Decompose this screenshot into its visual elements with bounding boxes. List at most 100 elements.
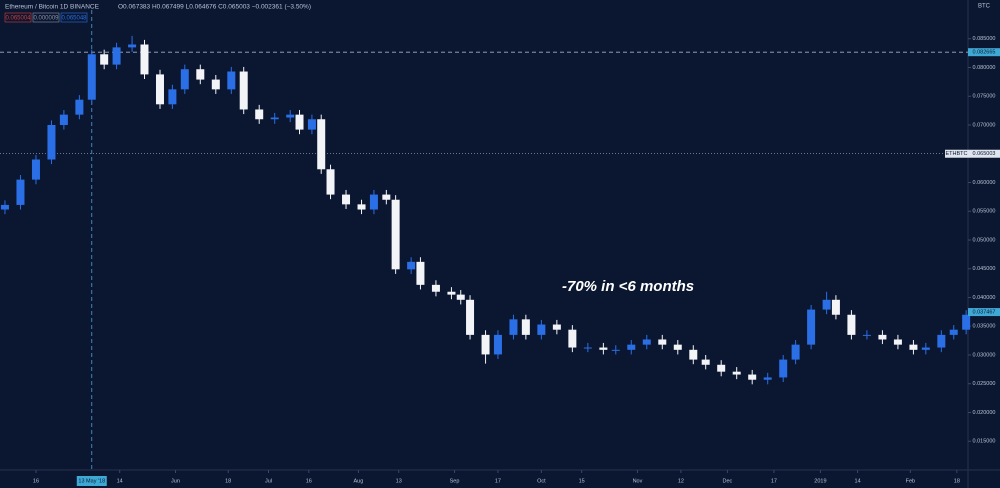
annotation: -70% in <6 months (562, 278, 694, 295)
chart-title: Ethereum / Bitcoin 1D BINANCE (5, 4, 100, 11)
x-tick-label: Dec (723, 478, 733, 484)
order-box-label: 0.000009 (33, 15, 59, 21)
candle-body (369, 194, 378, 210)
candle-body (807, 309, 816, 345)
candle-body (326, 169, 335, 195)
last-label: 0.037467 (973, 310, 996, 316)
crosshair-y-box (968, 48, 1000, 57)
y-tick-label: 0.030000 (973, 352, 996, 358)
x-tick-label: 18 (225, 478, 231, 484)
candle-body (317, 119, 326, 170)
candle-body (599, 347, 608, 350)
candle-body (295, 114, 304, 130)
candle-body (168, 89, 177, 105)
x-tick-label: 12 (678, 478, 684, 484)
candle-body (342, 194, 351, 205)
candle-body (100, 54, 109, 65)
y-tick-label: 0.080000 (973, 65, 996, 71)
x-tick-label: Sep (450, 478, 460, 484)
candle-body (155, 74, 164, 105)
order-box (60, 12, 88, 23)
y-tick-label: 0.050000 (973, 237, 996, 243)
candle-body (962, 314, 971, 330)
y-tick-label: 0.060000 (973, 180, 996, 186)
candle-body (286, 114, 295, 118)
candle-body (658, 339, 667, 345)
candle-body (239, 71, 248, 110)
candle-body (466, 299, 475, 335)
y-tick-label: 0.045000 (973, 266, 996, 272)
y-tick-label: 0.040000 (973, 295, 996, 301)
candle-body (128, 44, 137, 48)
candle-body (31, 159, 40, 180)
candle-body (521, 319, 530, 335)
candle-body (180, 69, 189, 90)
candle-body (391, 199, 400, 270)
candle-body (583, 347, 592, 349)
candle-body (211, 79, 220, 90)
candle-body (717, 364, 726, 372)
candle-body (701, 359, 710, 365)
candle-body (822, 299, 831, 310)
order-box (4, 12, 32, 23)
price-box (968, 149, 1000, 158)
x-tick-label: 18 (954, 478, 960, 484)
x-tick-label: 14 (117, 478, 123, 484)
x-tick-label: 17 (495, 478, 501, 484)
x-tick-label: 14 (855, 478, 861, 484)
candle-body (537, 324, 546, 335)
crosshair-y-label: 0.082665 (973, 50, 996, 56)
candle-body (689, 349, 698, 360)
candle-body (568, 329, 577, 348)
candle-body (791, 344, 800, 360)
candle-body (382, 194, 391, 200)
candle-body (779, 359, 788, 378)
candle-body (270, 117, 279, 120)
candle-body (493, 334, 502, 355)
crosshair-x-box (76, 476, 107, 486)
candle-body (407, 261, 416, 270)
candle-body (140, 44, 149, 75)
candle-body (611, 349, 620, 351)
x-tick-label: Jul (265, 478, 272, 484)
candle-body (431, 284, 440, 292)
order-box-label: 0.065048 (61, 15, 87, 21)
x-tick-label: 16 (306, 478, 312, 484)
candle-body (196, 69, 205, 80)
candle-body (227, 71, 236, 90)
ohlc-text: O0.067383 H0.067499 L0.064676 C0.065003 … (118, 4, 311, 11)
y-tick-label: 0.070000 (973, 122, 996, 128)
x-tick-label: Feb (906, 478, 915, 484)
candle-body (831, 299, 840, 315)
candle-body (642, 339, 651, 345)
x-tick-label: Nov (633, 478, 643, 484)
candle-body (0, 204, 9, 210)
x-tick-label: Jun (171, 478, 180, 484)
candle-body (673, 344, 682, 350)
candle-body (878, 334, 887, 340)
candle-body (552, 324, 561, 330)
crosshair-x-label: 13 May '18 (78, 478, 105, 484)
candle-body (16, 179, 25, 205)
candle-body (921, 347, 930, 350)
candle-body (59, 114, 68, 125)
price-label: 0.065003 (973, 151, 996, 157)
last-box (968, 308, 1000, 317)
candle-body (937, 334, 946, 348)
candle-body (416, 261, 425, 285)
x-tick-label: Aug (354, 478, 364, 484)
x-tick-label: 13 (396, 478, 402, 484)
candle-body (481, 334, 490, 355)
candle-body (87, 54, 96, 100)
currency: BTC (978, 4, 991, 10)
candle-body (307, 119, 316, 130)
x-tick-label: 17 (771, 478, 777, 484)
candle-body (893, 339, 902, 345)
candle-body (949, 329, 958, 335)
x-tick-label: 15 (579, 478, 585, 484)
candle-body (447, 291, 456, 295)
order-box (32, 12, 60, 23)
candle-body (47, 125, 56, 160)
